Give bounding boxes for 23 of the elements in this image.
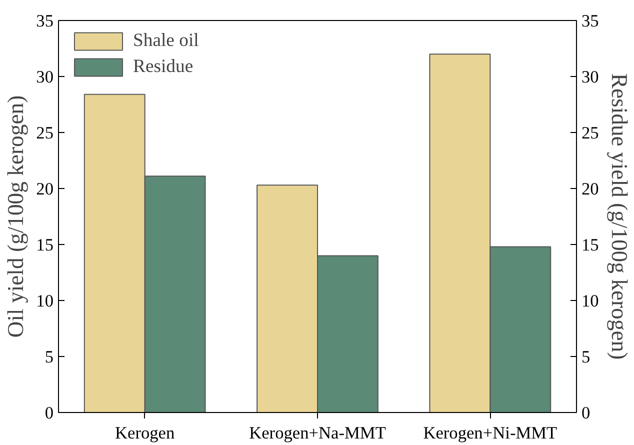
legend-label: Residue <box>133 56 194 78</box>
y2-tick-label: 20 <box>582 180 599 198</box>
y-axis-title: Oil yield (g/100g kerogen) <box>3 95 28 338</box>
y-tick-label: 15 <box>36 236 54 254</box>
y-tick-label: 0 <box>44 404 54 422</box>
x-tick-label: Kerogen+Ni-MMT <box>423 424 558 442</box>
y2-tick-label: 5 <box>582 348 590 366</box>
y-tick-label: 20 <box>36 180 54 198</box>
y2-tick-label: 0 <box>582 404 590 422</box>
y-tick-label: 25 <box>36 124 54 142</box>
y2-tick-label: 10 <box>582 292 599 310</box>
y2-tick-label: 25 <box>582 124 599 142</box>
y2-tick-label: 30 <box>582 68 599 86</box>
legend-label: Shale oil <box>133 30 199 52</box>
x-tick-label: Kerogen+Na-MMT <box>249 424 386 442</box>
y2-axis-title: Residue yield (g/100g kerogen) <box>606 73 632 360</box>
y-tick-label: 35 <box>36 12 54 30</box>
y-tick-label: 5 <box>44 348 54 366</box>
x-tick-label: Kerogen <box>115 424 175 442</box>
y-tick-label: 10 <box>36 292 54 310</box>
y2-tick-label: 15 <box>582 236 599 254</box>
y2-tick-label: 35 <box>582 12 599 30</box>
y-tick-label: 30 <box>36 68 54 86</box>
